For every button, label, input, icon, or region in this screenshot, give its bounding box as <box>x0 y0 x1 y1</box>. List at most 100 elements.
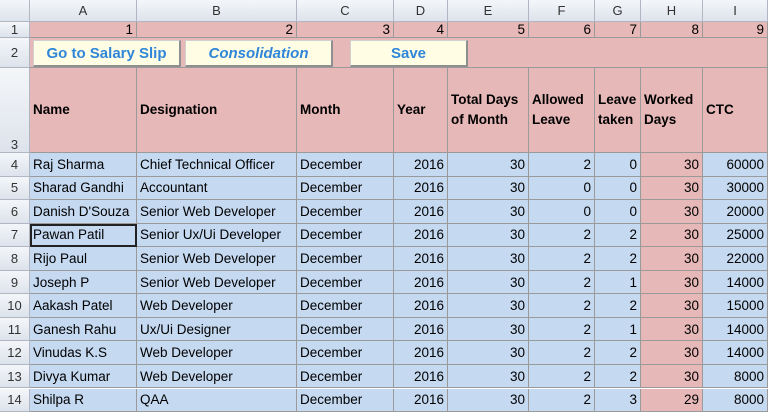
row-number: 1 <box>0 22 30 38</box>
cell: 0 <box>595 176 641 201</box>
cell: 1 <box>30 22 137 38</box>
cell: 2016 <box>394 270 448 295</box>
macro-button[interactable]: Save <box>350 40 468 67</box>
cell: 1 <box>595 317 641 342</box>
cell: December <box>297 317 394 342</box>
cell: 30 <box>448 294 529 318</box>
header-cell: Worked Days <box>641 68 703 153</box>
cell: 0 <box>529 176 595 201</box>
cell: 2 <box>529 153 595 177</box>
cell: 22000 <box>703 247 768 271</box>
cell: Web Developer <box>137 364 297 389</box>
cell: 30 <box>448 200 529 224</box>
cell: Sharad Gandhi <box>30 176 137 201</box>
column-letter: H <box>641 0 703 22</box>
cell: 14000 <box>703 341 768 365</box>
cell: 30 <box>641 294 703 318</box>
cell: Shilpa R <box>30 388 137 412</box>
cell: 2 <box>529 223 595 248</box>
cell: 30 <box>641 176 703 201</box>
cell: Web Developer <box>137 341 297 365</box>
cell: December <box>297 153 394 177</box>
cell: 30 <box>448 247 529 271</box>
header-cell: Total Days of Month <box>448 68 529 153</box>
cell: Senior Ux/Ui Developer <box>137 223 297 248</box>
cell: 30 <box>448 388 529 412</box>
cell: 30 <box>448 341 529 365</box>
cell: 2 <box>595 364 641 389</box>
row-number: 2 <box>0 38 30 68</box>
cell: December <box>297 176 394 201</box>
cell: 2016 <box>394 200 448 224</box>
macro-button[interactable]: Consolidation <box>185 40 333 67</box>
cell: 5 <box>448 22 529 38</box>
cell: 2016 <box>394 294 448 318</box>
cell: 30 <box>448 153 529 177</box>
cell: 30 <box>641 270 703 295</box>
row-number: 10 <box>0 294 30 318</box>
cell: Joseph P <box>30 270 137 295</box>
cell: QAA <box>137 388 297 412</box>
macro-button[interactable]: Go to Salary Slip <box>33 40 181 67</box>
cell: 4 <box>394 22 448 38</box>
cell: 30 <box>641 247 703 271</box>
cell: 14000 <box>703 270 768 295</box>
cell: 3 <box>595 388 641 412</box>
cell: 20000 <box>703 200 768 224</box>
cell: December <box>297 388 394 412</box>
cell: Aakash Patel <box>30 294 137 318</box>
cell: 0 <box>595 200 641 224</box>
column-letter: D <box>394 0 448 22</box>
cell: 30 <box>641 223 703 248</box>
cell: 30 <box>448 317 529 342</box>
row-number: 5 <box>0 176 30 201</box>
cell: 2 <box>595 247 641 271</box>
cell: December <box>297 364 394 389</box>
row-number: 7 <box>0 223 30 248</box>
cell: 2 <box>529 294 595 318</box>
column-letter: E <box>448 0 529 22</box>
cell: 2 <box>529 388 595 412</box>
cell: 60000 <box>703 153 768 177</box>
cell: 30 <box>448 364 529 389</box>
cell: 2 <box>595 341 641 365</box>
cell: Web Developer <box>137 294 297 318</box>
header-cell: Name <box>30 68 137 153</box>
row-number: 13 <box>0 364 30 389</box>
header-cell: Leave taken <box>595 68 641 153</box>
cell: 2016 <box>394 364 448 389</box>
cell: 8000 <box>703 364 768 389</box>
cell: 2 <box>529 247 595 271</box>
cell: Vinudas K.S <box>30 341 137 365</box>
cell: 25000 <box>703 223 768 248</box>
cell: 2016 <box>394 388 448 412</box>
cell: 2016 <box>394 223 448 248</box>
cell: 2016 <box>394 247 448 271</box>
cell: 2 <box>529 270 595 295</box>
cell: 30 <box>641 153 703 177</box>
column-letter: F <box>529 0 595 22</box>
cell: Senior Web Developer <box>137 247 297 271</box>
cell: Ux/Ui Designer <box>137 317 297 342</box>
cell: 2016 <box>394 341 448 365</box>
column-letter: B <box>137 0 297 22</box>
cell: 2 <box>137 22 297 38</box>
cell: Accountant <box>137 176 297 201</box>
cell: 2 <box>529 341 595 365</box>
cell: December <box>297 294 394 318</box>
cell: 1 <box>595 270 641 295</box>
cell: 30 <box>641 317 703 342</box>
cell: Senior Web Developer <box>137 270 297 295</box>
cell: 30 <box>641 200 703 224</box>
row-number: 3 <box>0 68 30 153</box>
cell: 30 <box>448 270 529 295</box>
column-letter: G <box>595 0 641 22</box>
corner <box>0 0 30 22</box>
header-cell: Year <box>394 68 448 153</box>
cell: 2016 <box>394 176 448 201</box>
cell: December <box>297 200 394 224</box>
cell: December <box>297 341 394 365</box>
cell: December <box>297 270 394 295</box>
cell: Rijo Paul <box>30 247 137 271</box>
